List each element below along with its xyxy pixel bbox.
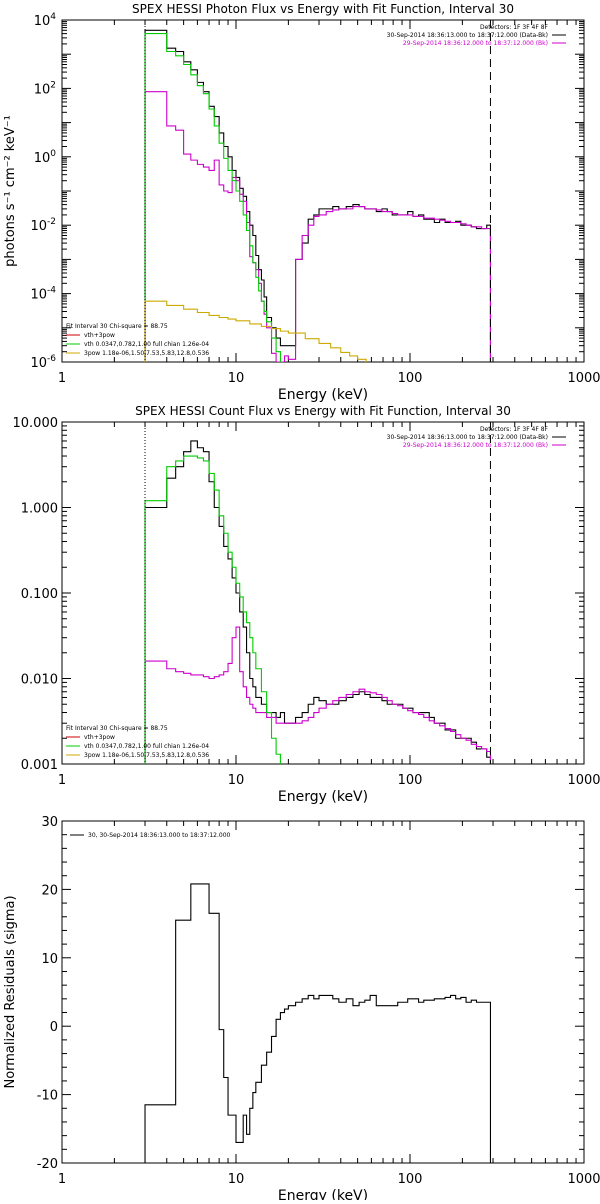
x-tick-label: 10	[228, 773, 245, 788]
x-tick-label: 1	[58, 773, 66, 788]
y-tick-label: 1.000	[21, 502, 58, 517]
x-tick-label: 1000	[567, 1172, 600, 1187]
y-tick-label: 0.100	[21, 587, 58, 602]
plot-frame	[62, 821, 584, 1163]
series-line-data	[145, 30, 490, 362]
y-axis-label: photons s⁻¹ cm⁻² keV⁻¹	[3, 115, 18, 267]
x-tick-label: 100	[398, 773, 423, 788]
legend-topright-text: 30-Sep-2014 18:36:13.000 to 18:37:12.000…	[387, 32, 548, 39]
series-group	[145, 441, 490, 764]
x-tick-label: 10	[228, 371, 245, 386]
y-tick-label: 30	[41, 815, 58, 830]
y-tick-label: 20	[41, 883, 58, 898]
legend-text: 30, 30-Sep-2014 18:36:13.000 to 18:37:12…	[88, 832, 231, 839]
x-axis-label: Energy (keV)	[278, 387, 368, 403]
panel-2: SPEX HESSI Count Flux vs Energy with Fit…	[13, 404, 600, 805]
y-tick-label: 10-2	[30, 217, 56, 234]
legend-topright-text: Detectors: 1F 3F 4F 8F	[480, 24, 549, 31]
y-tick-label: -20	[37, 1157, 58, 1172]
series-line-vth	[145, 456, 280, 764]
y-tick-label: 10	[41, 952, 58, 967]
series-line-data	[145, 441, 490, 764]
legend-bottomleft-text: vth 0.0347,0.782,1.00 full chian 1.26e-0…	[84, 341, 209, 348]
legend-bottomleft-text: 3pow 1.18e-06,1.50,7.53,5.83,12.8,0.536	[84, 350, 209, 357]
chart-title: SPEX HESSI Photon Flux vs Energy with Fi…	[132, 2, 514, 16]
panel-1: SPEX HESSI Photon Flux vs Energy with Fi…	[3, 2, 600, 403]
x-tick-label: 1	[58, 371, 66, 386]
y-tick-label: 10-6	[30, 354, 56, 371]
y-tick-label: 0.001	[21, 758, 58, 773]
y-tick-label: 0	[50, 1020, 58, 1035]
series-line-vth+3pow	[145, 92, 490, 362]
series-group	[145, 884, 490, 1163]
plot-frame	[62, 422, 584, 764]
y-tick-label: 10.000	[13, 416, 59, 431]
x-tick-label: 1000	[567, 371, 600, 386]
y-tick-label: -10	[37, 1089, 58, 1104]
series-line-vth	[145, 34, 280, 362]
panel-3: 1 10 100 1000 Energy (keV) -20 -10 0 10 20 30 Norma…	[3, 815, 600, 1200]
y-tick-label: 10-4	[30, 286, 56, 303]
y-tick-label: 0.010	[21, 673, 58, 688]
x-tick-label: 100	[398, 371, 423, 386]
x-tick-label: 100	[398, 1172, 423, 1187]
y-tick-label: 102	[34, 80, 56, 97]
series-group	[145, 30, 490, 362]
legend-topright-text: 29-Sep-2014 18:36:12.000 to 18:37:12.000…	[403, 40, 548, 47]
legend-bottomleft-text: 3pow 1.18e-06,1.50,7.53,5.83,12.8,0.536	[84, 752, 209, 759]
x-axis-label: Energy (keV)	[278, 789, 368, 805]
y-tick-label: 104	[34, 12, 57, 29]
legend-bottomleft-text: vth 0.0347,0.782,1.00 full chian 1.26e-0…	[84, 743, 209, 750]
chart-title: SPEX HESSI Count Flux vs Energy with Fit…	[135, 404, 511, 418]
legend-topright-text: 29-Sep-2014 18:36:12.000 to 18:37:12.000…	[403, 442, 548, 449]
x-tick-label: 1000	[567, 773, 600, 788]
legend-bottomleft-text: vth+3pow	[84, 734, 115, 741]
x-tick-label: 10	[228, 1172, 245, 1187]
legend-bottomleft-text: vth+3pow	[84, 332, 115, 339]
x-axis-label: Energy (keV)	[278, 1188, 368, 1200]
legend-topright-text: 30-Sep-2014 18:36:13.000 to 18:37:12.000…	[387, 434, 548, 441]
series-line-residuals	[145, 884, 490, 1163]
plot-frame	[62, 20, 584, 362]
legend-fit-text: Fit Interval 30 Chi-square = 88.75	[66, 323, 168, 330]
y-tick-label: 100	[34, 149, 57, 166]
legend-fit-text: Fit Interval 30 Chi-square = 88.75	[66, 725, 168, 732]
x-tick-label: 1	[58, 1172, 66, 1187]
legend-topright-text: Detectors: 1F 3F 4F 8F	[480, 426, 549, 433]
y-axis-label: Normalized Residuals (sigma)	[3, 895, 18, 1088]
